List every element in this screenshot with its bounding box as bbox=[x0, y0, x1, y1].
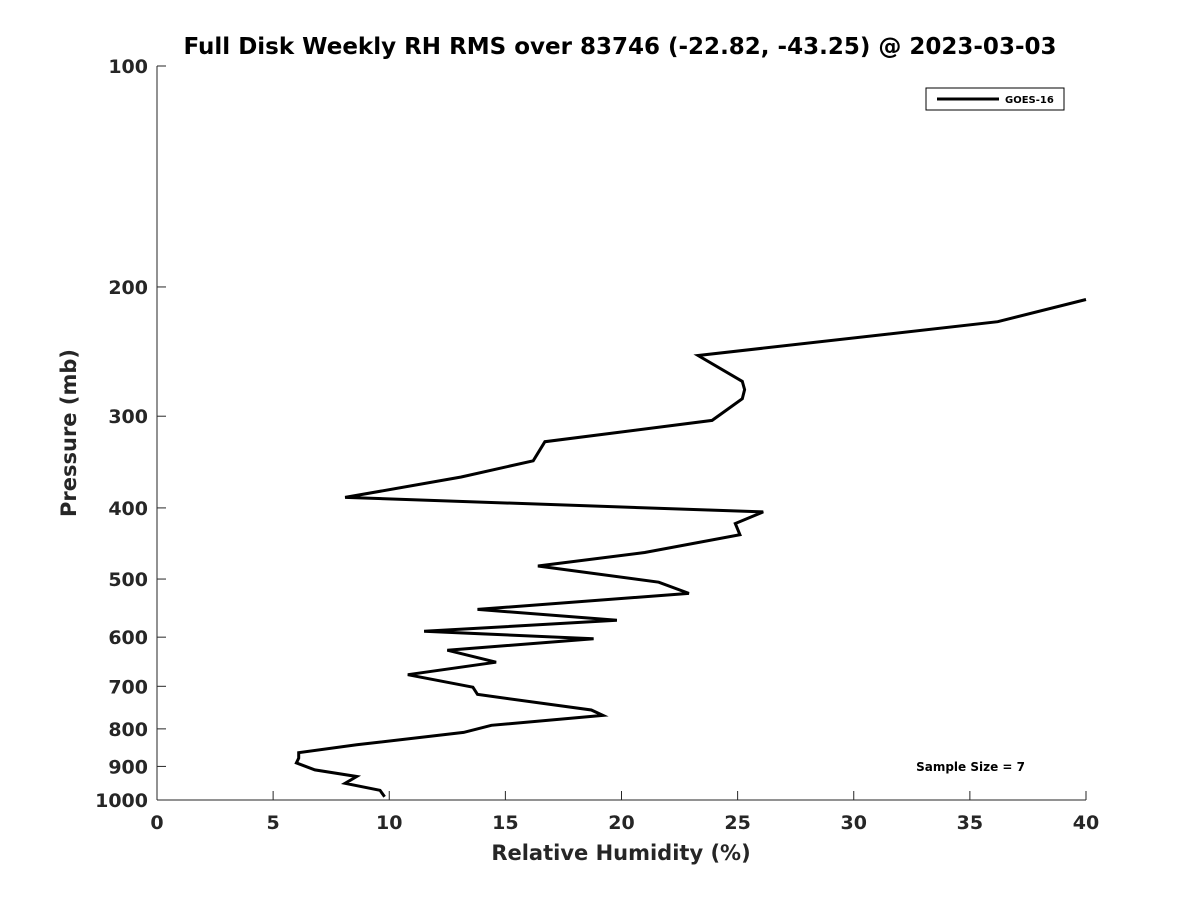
x-tick-label: 5 bbox=[267, 812, 280, 834]
y-axis-ticks: 100 200 300 400 500 600 700 800 900 1000 bbox=[95, 56, 166, 812]
x-axis-label: Relative Humidity (%) bbox=[491, 841, 750, 865]
y-tick-label: 900 bbox=[108, 756, 148, 778]
series-layer bbox=[294, 298, 1087, 798]
x-tick-label: 20 bbox=[608, 812, 634, 834]
y-tick-label: 300 bbox=[108, 406, 148, 428]
legend: GOES-16 bbox=[925, 87, 1065, 111]
y-tick-label: 400 bbox=[108, 498, 148, 520]
y-tick-label: 200 bbox=[108, 277, 148, 299]
legend-label-goes-16: GOES-16 bbox=[1005, 95, 1054, 106]
chart-title: Full Disk Weekly RH RMS over 83746 (-22.… bbox=[183, 34, 1056, 60]
x-tick-label: 35 bbox=[957, 812, 983, 834]
y-tick-label: 1000 bbox=[95, 790, 148, 812]
y-tick-label: 600 bbox=[108, 627, 148, 649]
x-tick-label: 15 bbox=[492, 812, 518, 834]
sample-size-annotation: Sample Size = 7 bbox=[916, 760, 1025, 774]
y-tick-label: 100 bbox=[108, 56, 148, 78]
series-line-goes-16 bbox=[294, 298, 1087, 798]
x-tick-label: 10 bbox=[376, 812, 402, 834]
x-tick-label: 30 bbox=[841, 812, 867, 834]
y-axis-label: Pressure (mb) bbox=[57, 349, 81, 517]
x-tick-label: 0 bbox=[150, 812, 163, 834]
x-tick-label: 40 bbox=[1073, 812, 1099, 834]
x-axis-ticks: 0 5 10 15 20 25 30 35 40 bbox=[150, 791, 1099, 834]
y-tick-label: 700 bbox=[108, 676, 148, 698]
x-tick-label: 25 bbox=[724, 812, 750, 834]
y-tick-label: 800 bbox=[108, 719, 148, 741]
y-tick-label: 500 bbox=[108, 569, 148, 591]
